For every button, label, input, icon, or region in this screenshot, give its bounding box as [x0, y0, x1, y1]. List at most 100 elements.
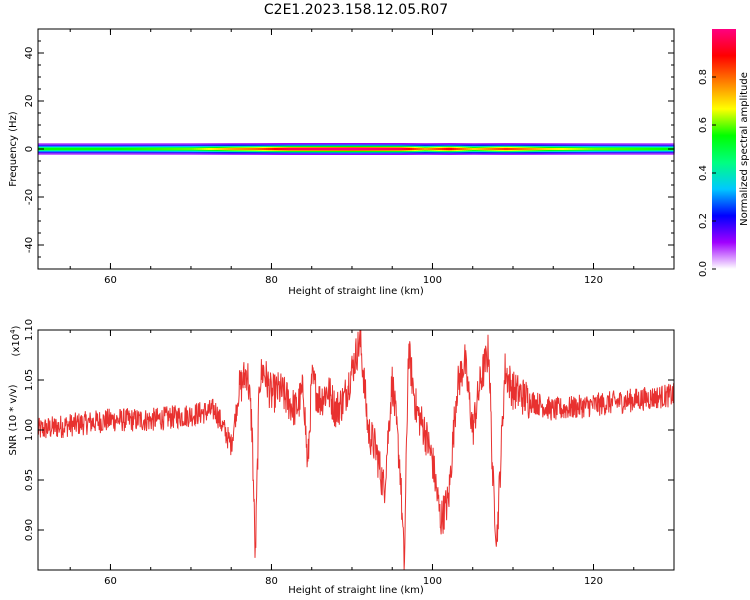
spectrogram-cell	[144, 148, 147, 150]
spectrogram-cell	[66, 148, 69, 150]
spectrogram-cell	[302, 148, 305, 150]
spectrogram-cell	[524, 148, 527, 150]
spectrogram-cell	[50, 148, 53, 150]
snr-ticks: 60 80 100 120 0.90 0.95 1.00 1.05 1.10	[24, 319, 675, 587]
spectrogram-cell	[630, 148, 633, 150]
spectrogram-cell	[550, 148, 553, 150]
spectrogram-cell	[634, 148, 637, 150]
spectrogram-cell	[190, 148, 193, 150]
spectrogram-cell	[448, 148, 451, 150]
spectrogram-cell	[288, 148, 291, 150]
spectrogram-cell	[612, 148, 615, 150]
spectrogram-cell	[584, 148, 587, 150]
spectrogram-cell	[624, 148, 627, 150]
spectrogram-cell	[64, 148, 67, 150]
spectrogram-cell	[490, 148, 493, 150]
spectrogram-cell	[376, 148, 379, 150]
spectrogram-cell	[388, 148, 391, 150]
snr-x-tick-label: 60	[104, 576, 117, 587]
spectrogram-cell	[300, 148, 303, 150]
figure-title: C2E1.2023.158.12.05.R07	[263, 2, 449, 18]
spectrogram-cell	[44, 148, 47, 150]
spectrogram-cell	[526, 148, 529, 150]
spectrogram-cell	[284, 148, 287, 150]
spectrogram-cell	[318, 148, 321, 150]
spectrogram-cell	[558, 148, 561, 150]
spectrogram-cell	[116, 148, 119, 150]
snr-plot-area	[38, 330, 674, 570]
spectrogram-cell	[562, 148, 565, 150]
spectrogram-cell	[206, 148, 209, 150]
spectrogram-cell	[638, 148, 641, 150]
spectrogram-cell	[616, 148, 619, 150]
spectrogram-cell	[316, 148, 319, 150]
spectrogram-cell	[636, 148, 639, 150]
spectrogram-cell	[310, 148, 313, 150]
spectrogram-cell	[470, 148, 473, 150]
spectrogram-cell	[340, 148, 343, 150]
spectrogram-cell	[462, 148, 465, 150]
spectrogram-cell	[480, 148, 483, 150]
spectrogram-cell	[426, 148, 429, 150]
spectrogram-cell	[48, 148, 51, 150]
spectrogram-cell	[188, 148, 191, 150]
spectrogram-cell	[140, 148, 143, 150]
spectrogram-cell	[628, 148, 631, 150]
snr-frame	[37, 329, 675, 571]
spectrogram-cell	[110, 148, 113, 150]
spectrogram-cell	[56, 148, 59, 150]
spectrogram-cell	[410, 148, 413, 150]
spectrogram-x-tick-label: 60	[104, 275, 117, 286]
spectrogram-cell	[500, 148, 503, 150]
colorbar: 0.0 0.2 0.4 0.6 0.8 Normalized spectral ampl…	[698, 29, 750, 277]
spectrogram-cell	[464, 148, 467, 150]
spectrogram-cell	[640, 148, 643, 150]
spectrogram-x-tick-label: 100	[423, 275, 442, 286]
spectrogram-cell	[494, 148, 497, 150]
spectrogram-cell	[124, 148, 127, 150]
spectrogram-cell	[438, 148, 441, 150]
spectrogram-cell	[430, 148, 433, 150]
spectrogram-cell	[252, 148, 255, 150]
spectrogram-cell	[60, 148, 63, 150]
spectrogram-cell	[596, 148, 599, 150]
spectrogram-cell	[354, 148, 357, 150]
spectrogram-cell	[398, 148, 401, 150]
spectrogram-cell	[540, 148, 543, 150]
spectrogram-cell	[180, 148, 183, 150]
spectrogram-cell	[424, 148, 427, 150]
spectrogram-cell	[324, 148, 327, 150]
spectrogram-cell	[174, 148, 177, 150]
spectrogram-cell	[184, 148, 187, 150]
spectrogram-cell	[146, 148, 149, 150]
spectrogram-x-tick-label: 80	[265, 275, 278, 286]
snr-x-tick-label: 120	[584, 576, 603, 587]
spectrogram-cell	[290, 148, 293, 150]
spectrogram-cell	[332, 148, 335, 150]
spectrogram-cell	[432, 148, 435, 150]
spectrogram-cell	[304, 148, 307, 150]
spectrogram-cell	[278, 148, 281, 150]
spectrogram-cell	[420, 148, 423, 150]
spectrogram-cell	[138, 148, 141, 150]
spectrogram-cell	[292, 148, 295, 150]
spectrogram-cell	[508, 148, 511, 150]
spectrogram-cell	[134, 148, 137, 150]
spectrogram-cell	[662, 148, 665, 150]
spectrogram-cell	[518, 148, 521, 150]
snr-panel: 60 80 100 120 0.90 0.95 1.00 1.05 1.10 Height of…	[8, 319, 675, 596]
spectrogram-cell	[100, 148, 103, 150]
spectrogram-cell	[152, 148, 155, 150]
spectrogram-cell	[378, 148, 381, 150]
spectrogram-y-tick-label: -20	[24, 189, 35, 205]
spectrogram-cell	[452, 148, 455, 150]
spectrogram-cell	[416, 148, 419, 150]
spectrogram-cell	[610, 148, 613, 150]
spectrogram-cell	[336, 148, 339, 150]
spectrogram-cell	[458, 148, 461, 150]
spectrogram-cell	[212, 148, 215, 150]
spectrogram-cell	[510, 148, 513, 150]
spectrogram-cell	[554, 148, 557, 150]
spectrogram-cell	[182, 148, 185, 150]
